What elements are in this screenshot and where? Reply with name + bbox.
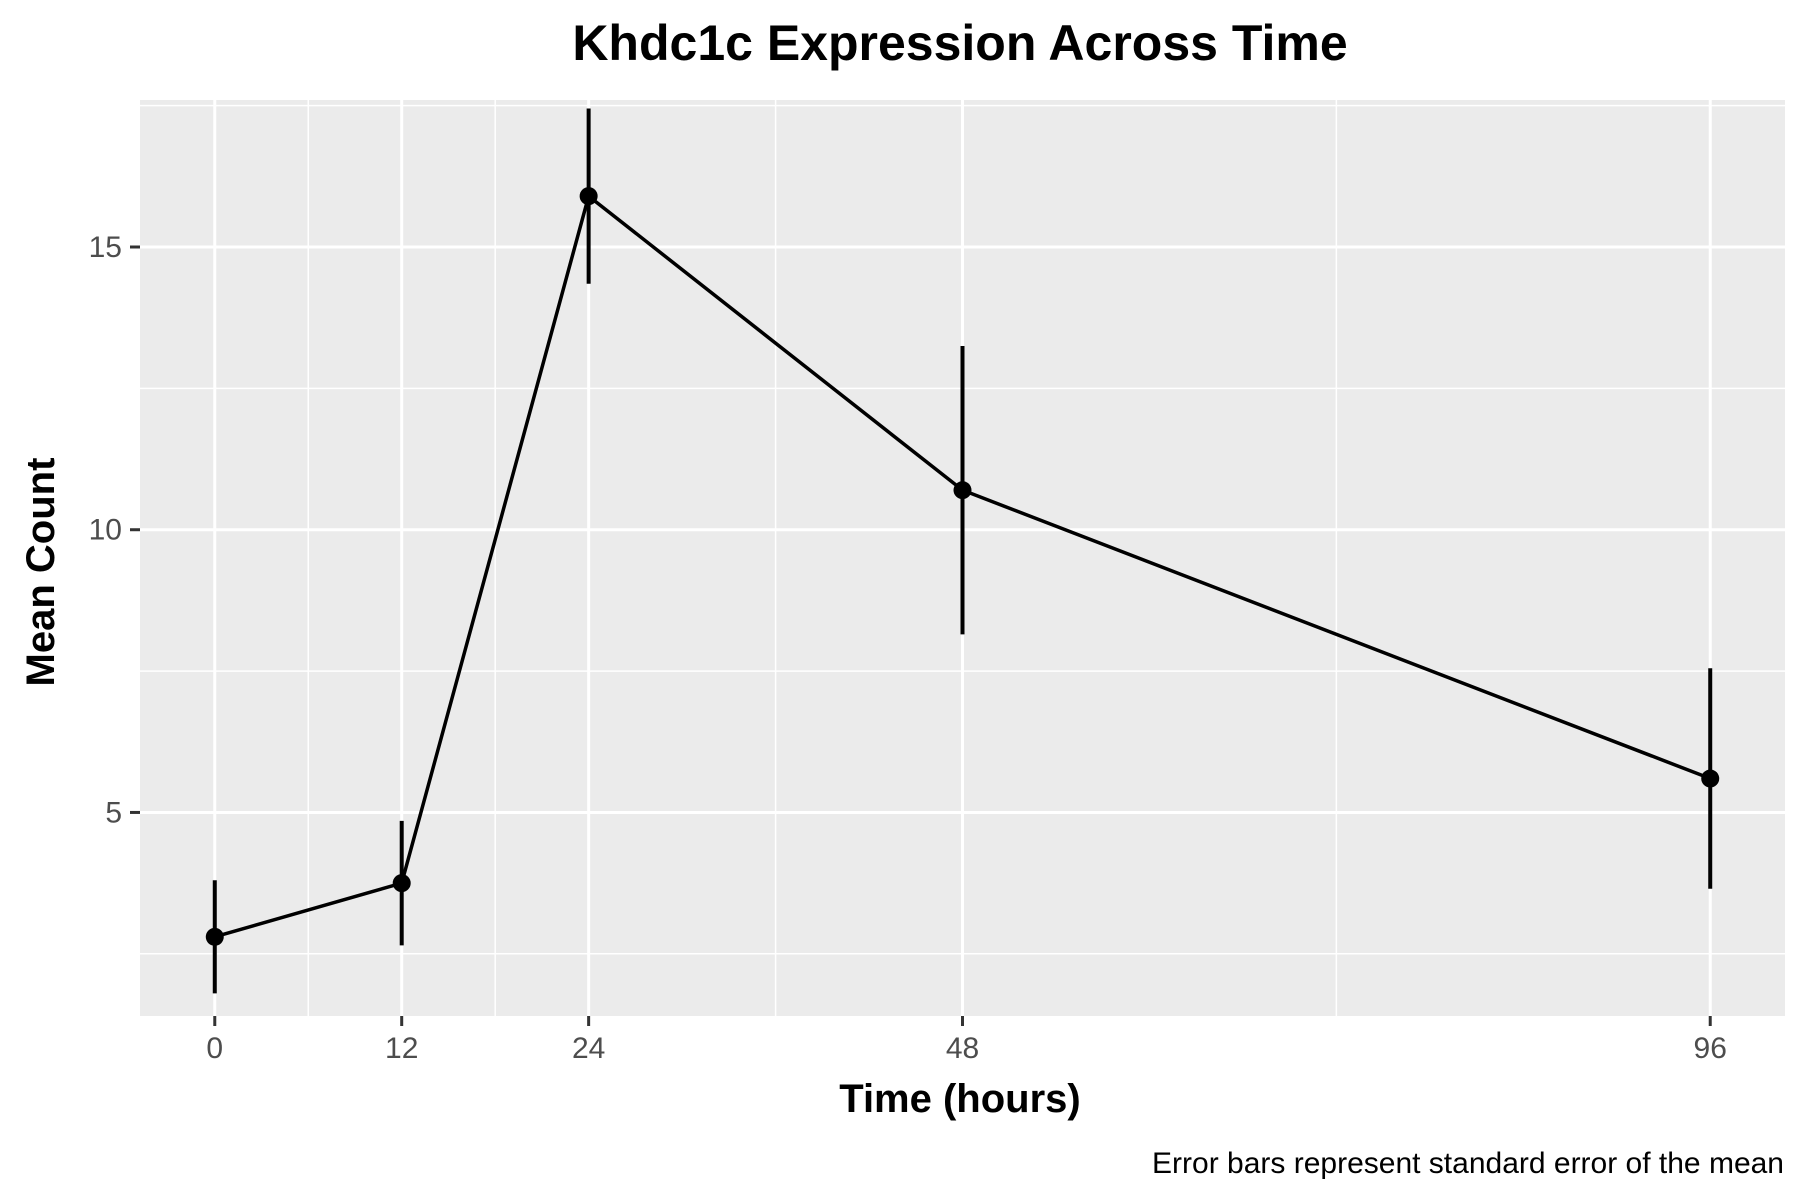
- y-tick-label: 15: [89, 231, 122, 264]
- x-tick-label: 96: [1694, 1032, 1727, 1065]
- x-tick-label: 48: [946, 1032, 979, 1065]
- y-tick-label: 10: [89, 514, 122, 547]
- y-tick-label: 5: [105, 796, 122, 829]
- x-axis-title: Time (hours): [839, 1077, 1081, 1121]
- chart-caption: Error bars represent standard error of t…: [1152, 1147, 1784, 1180]
- data-point: [953, 481, 972, 500]
- x-tick-label: 12: [385, 1032, 418, 1065]
- data-point: [392, 874, 411, 893]
- x-tick-label: 24: [572, 1032, 605, 1065]
- data-point: [1701, 769, 1720, 788]
- x-tick-label: 0: [206, 1032, 223, 1065]
- axes: 5 10 15 0 12 24 48 96: [89, 231, 1727, 1065]
- data-marks: [205, 108, 1720, 994]
- y-axis-title: Mean Count: [19, 458, 63, 687]
- data-point: [205, 927, 224, 946]
- data-point: [579, 187, 598, 206]
- chart-title: Khdc1c Expression Across Time: [572, 15, 1347, 71]
